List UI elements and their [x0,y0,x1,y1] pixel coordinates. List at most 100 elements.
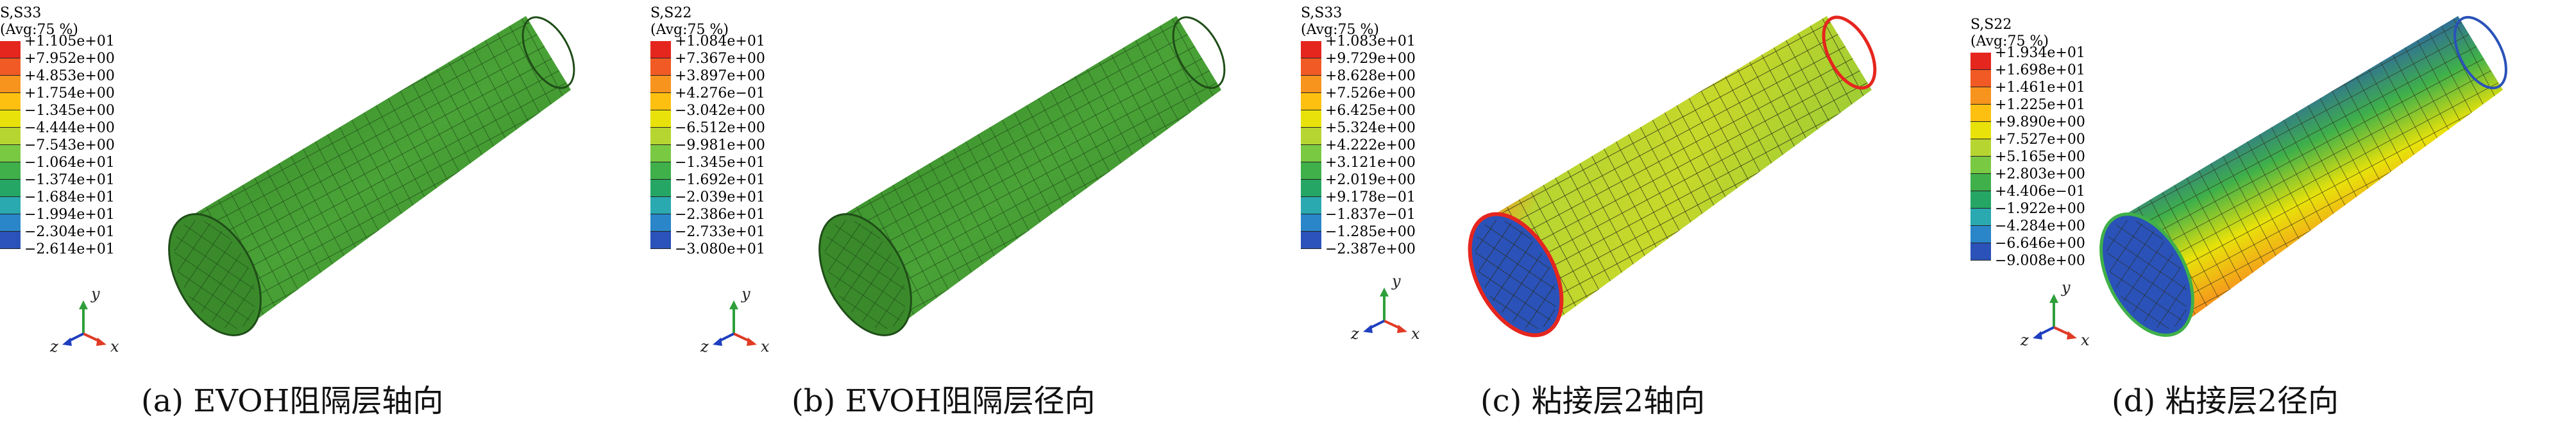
axis-label-z: z [49,338,58,356]
color-swatch [1970,209,1991,226]
legend-value: −7.543e+00 [24,137,115,153]
legend-variable: S,S22 [1970,17,2012,33]
legend-value: +4.276e−01 [675,85,765,101]
color-swatch [0,180,21,197]
color-swatch [1301,214,1321,232]
cylinder-body-a [168,16,575,336]
color-swatch [1970,70,1991,87]
legend-value: +4.406e−01 [1995,184,2085,200]
legend-variable: S,S33 [1301,5,1343,21]
color-swatch [1970,105,1991,122]
color-swatch [1301,197,1321,214]
axis-label-x: x [761,338,770,356]
axis-triad-icon: y z x [1350,272,1420,343]
legend-value: −2.614e+01 [24,241,115,257]
panel-c: S,S33 (Avg:75 %) +1.083e+01 +9.729e+00 [1301,0,1945,421]
color-swatch [0,93,21,110]
color-swatch [1301,145,1321,162]
color-swatch [1301,180,1321,197]
color-swatch [1301,58,1321,76]
color-swatch [0,162,21,180]
cylinder-contour-b [818,16,1226,336]
legend-value: +5.165e+00 [1995,149,2085,165]
legend-value: +9.729e+00 [1325,51,1416,67]
legend-value: +1.698e+01 [1995,62,2085,78]
color-swatch [0,214,21,232]
color-swatch [650,197,671,214]
panel-d: S,S22 (Avg:75 %) +1.934e+01 +1.698e+01 [1932,0,2576,421]
legend-value: +9.890e+00 [1995,114,2085,130]
legend-value: +1.105e+01 [24,33,115,49]
color-swatch [650,214,671,232]
color-swatch [1301,162,1321,180]
legend-value: −3.080e+01 [675,241,765,257]
legend-value: +1.934e+01 [1995,45,2085,61]
legend-value: −1.922e+00 [1995,201,2085,217]
legend-value: +7.526e+00 [1325,85,1416,101]
color-swatch [650,93,671,110]
legend-average: (Avg:75 %) [1970,33,2049,49]
color-swatch [1301,76,1321,93]
color-swatch [1970,243,1991,261]
legend-value: −4.284e+00 [1995,218,2085,234]
legend-value: +6.425e+00 [1325,103,1416,119]
color-swatch [1301,128,1321,145]
legend-value: +2.803e+00 [1995,166,2085,182]
legend-value: −2.039e+01 [675,189,765,205]
legend-value: −1.345e+01 [675,155,765,171]
panel-b: S,S22 (Avg:75 %) +1.084e+01 +7.367e+00 [650,0,1294,421]
legend-value: −2.304e+01 [24,224,115,240]
color-swatch [0,58,21,76]
axis-label-z: z [2020,331,2029,349]
panel-caption: (b) EVOH阻隔层径向 [792,383,1096,419]
contour-legend-a: S,S33 (Avg:75 %) +1.105e+01 +7.952e+00 [0,5,115,257]
color-scale-bar [1970,53,1991,261]
cylinder-contour-d [2099,15,2507,337]
color-swatch [0,197,21,214]
legend-value: +7.527e+00 [1995,132,2085,148]
axis-label-x: x [110,338,119,356]
legend-value: −1.374e+01 [24,172,115,188]
cylinder-contour-c [1468,15,1877,338]
legend-value: −1.285e+00 [1325,224,1416,240]
color-swatch [0,41,21,58]
color-swatch [1970,174,1991,191]
axis-label-y: y [90,285,100,303]
color-swatch [650,76,671,93]
cylinder-body-b [818,16,1226,336]
legend-value: −6.512e+00 [675,120,765,136]
panel-caption: (a) EVOH阻隔层轴向 [141,383,444,419]
legend-value: −1.064e+01 [24,155,115,171]
color-swatch [0,110,21,128]
legend-value: −1.345e+00 [24,103,115,119]
legend-value: +9.178e−01 [1325,189,1416,205]
axis-label-x: x [1411,325,1420,343]
panel-caption: (d) 粘接层2径向 [2112,383,2339,419]
legend-value: +1.083e+01 [1325,33,1416,49]
axis-triad-icon: y z x [2020,279,2090,349]
legend-value: −1.994e+01 [24,207,115,223]
color-scale-bar [650,41,671,249]
color-swatch [650,162,671,180]
color-swatch [1970,87,1991,105]
legend-value: +1.754e+00 [24,85,115,101]
color-swatch [650,128,671,145]
legend-value: −9.981e+00 [675,137,765,153]
axis-label-y: y [1391,272,1401,290]
contour-legend-c: S,S33 (Avg:75 %) +1.083e+01 +9.729e+00 [1301,5,1416,257]
color-swatch [0,145,21,162]
panel-a: S,S33 (Avg:75 %) +1.105e+01 +7.952e+00 [0,0,644,421]
legend-value: +3.121e+00 [1325,155,1416,171]
cylinder-body-c [1468,15,1877,338]
axis-label-y: y [2061,279,2071,296]
axis-label-y: y [741,285,750,303]
color-swatch [1970,226,1991,243]
cylinder-contour-a [168,16,575,336]
legend-value: +4.853e+00 [24,68,115,84]
color-swatch [650,145,671,162]
contour-legend-b: S,S22 (Avg:75 %) +1.084e+01 +7.367e+00 [650,5,765,257]
legend-value: −2.733e+01 [675,224,765,240]
color-swatch [650,41,671,58]
legend-value: −3.042e+00 [675,103,765,119]
legend-value: −1.684e+01 [24,189,115,205]
